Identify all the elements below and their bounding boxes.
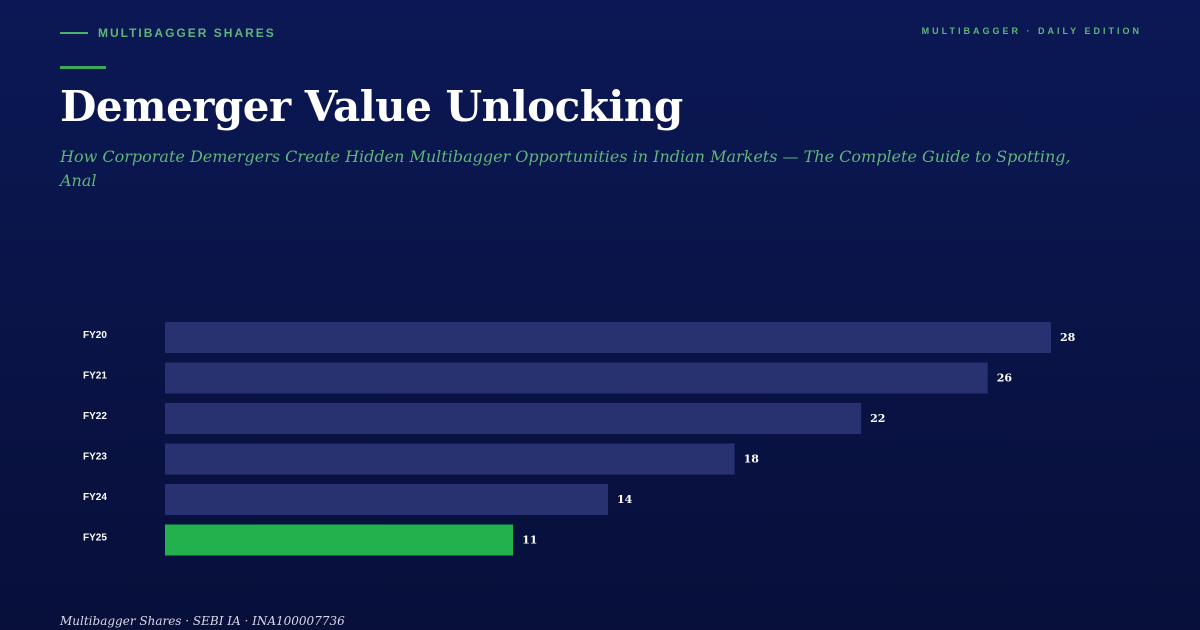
bar-fy23 [165, 443, 735, 475]
brand: MULTIBAGGER SHARES [60, 26, 276, 40]
bar-fy20 [165, 322, 1051, 353]
bar-value-label: 26 [997, 372, 1013, 385]
bar-value-label: 11 [522, 534, 537, 547]
bar-value-label: 18 [744, 453, 760, 466]
page-subtitle: How Corporate Demergers Create Hidden Mu… [60, 147, 1071, 190]
category-label: FY20 [83, 330, 107, 341]
bar-value-label: 22 [870, 412, 885, 425]
bar-fy25 [165, 524, 514, 556]
edition-label: MULTIBAGGER · DAILY EDITION [921, 26, 1142, 36]
category-label: FY25 [83, 533, 107, 544]
bar-value-label: 14 [617, 493, 633, 506]
bar-fy22 [165, 403, 862, 434]
category-label: FY21 [83, 371, 107, 382]
brand-name: MULTIBAGGER SHARES [98, 26, 276, 40]
bar-value-label: 28 [1060, 331, 1076, 344]
brand-accent-line [60, 32, 88, 34]
footer-credit: Multibagger Shares · SEBI IA · INA100007… [60, 614, 345, 628]
category-label: FY22 [83, 411, 107, 422]
category-label: FY23 [83, 452, 107, 463]
category-label: FY24 [83, 492, 107, 503]
bar-fy24 [165, 484, 608, 515]
bar-fy21 [165, 362, 988, 394]
title-accent-rule [60, 66, 106, 69]
page-title: Demerger Value Unlocking [60, 82, 683, 131]
